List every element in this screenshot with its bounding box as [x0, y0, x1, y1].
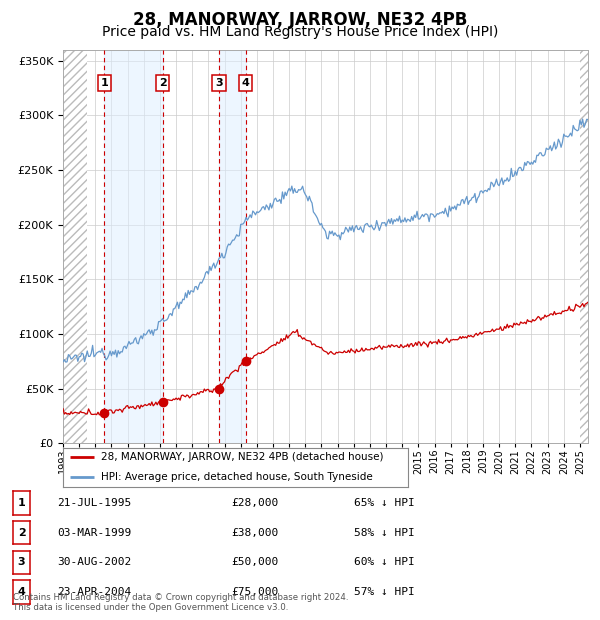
- Text: 21-JUL-1995: 21-JUL-1995: [57, 498, 131, 508]
- Text: HPI: Average price, detached house, South Tyneside: HPI: Average price, detached house, Sout…: [101, 472, 373, 482]
- Text: 1: 1: [100, 78, 108, 88]
- Text: Contains HM Land Registry data © Crown copyright and database right 2024.
This d: Contains HM Land Registry data © Crown c…: [13, 593, 349, 612]
- Text: 4: 4: [242, 78, 250, 88]
- Text: 3: 3: [215, 78, 223, 88]
- Text: 28, MANORWAY, JARROW, NE32 4PB (detached house): 28, MANORWAY, JARROW, NE32 4PB (detached…: [101, 453, 383, 463]
- Text: £50,000: £50,000: [231, 557, 278, 567]
- Text: 2: 2: [159, 78, 167, 88]
- Text: £28,000: £28,000: [231, 498, 278, 508]
- Bar: [580, 50, 588, 443]
- Bar: [219, 50, 245, 443]
- Bar: [104, 50, 163, 443]
- Text: £75,000: £75,000: [231, 587, 278, 597]
- Text: 1: 1: [18, 498, 25, 508]
- Text: 23-APR-2004: 23-APR-2004: [57, 587, 131, 597]
- Text: 4: 4: [17, 587, 26, 597]
- Text: 28, MANORWAY, JARROW, NE32 4PB: 28, MANORWAY, JARROW, NE32 4PB: [133, 11, 467, 29]
- Text: 58% ↓ HPI: 58% ↓ HPI: [354, 528, 415, 538]
- Text: Price paid vs. HM Land Registry's House Price Index (HPI): Price paid vs. HM Land Registry's House …: [102, 25, 498, 39]
- Text: 57% ↓ HPI: 57% ↓ HPI: [354, 587, 415, 597]
- Text: 65% ↓ HPI: 65% ↓ HPI: [354, 498, 415, 508]
- Bar: [63, 50, 87, 443]
- Text: 30-AUG-2002: 30-AUG-2002: [57, 557, 131, 567]
- Text: 60% ↓ HPI: 60% ↓ HPI: [354, 557, 415, 567]
- Text: £38,000: £38,000: [231, 528, 278, 538]
- Text: 2: 2: [18, 528, 25, 538]
- Text: 03-MAR-1999: 03-MAR-1999: [57, 528, 131, 538]
- Text: 3: 3: [18, 557, 25, 567]
